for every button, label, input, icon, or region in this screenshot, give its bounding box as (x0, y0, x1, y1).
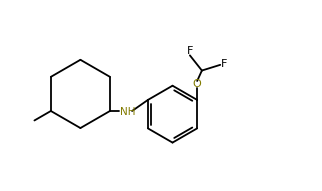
Text: NH: NH (120, 107, 135, 117)
Text: F: F (221, 59, 228, 69)
Text: O: O (193, 79, 202, 89)
Text: F: F (186, 46, 193, 56)
